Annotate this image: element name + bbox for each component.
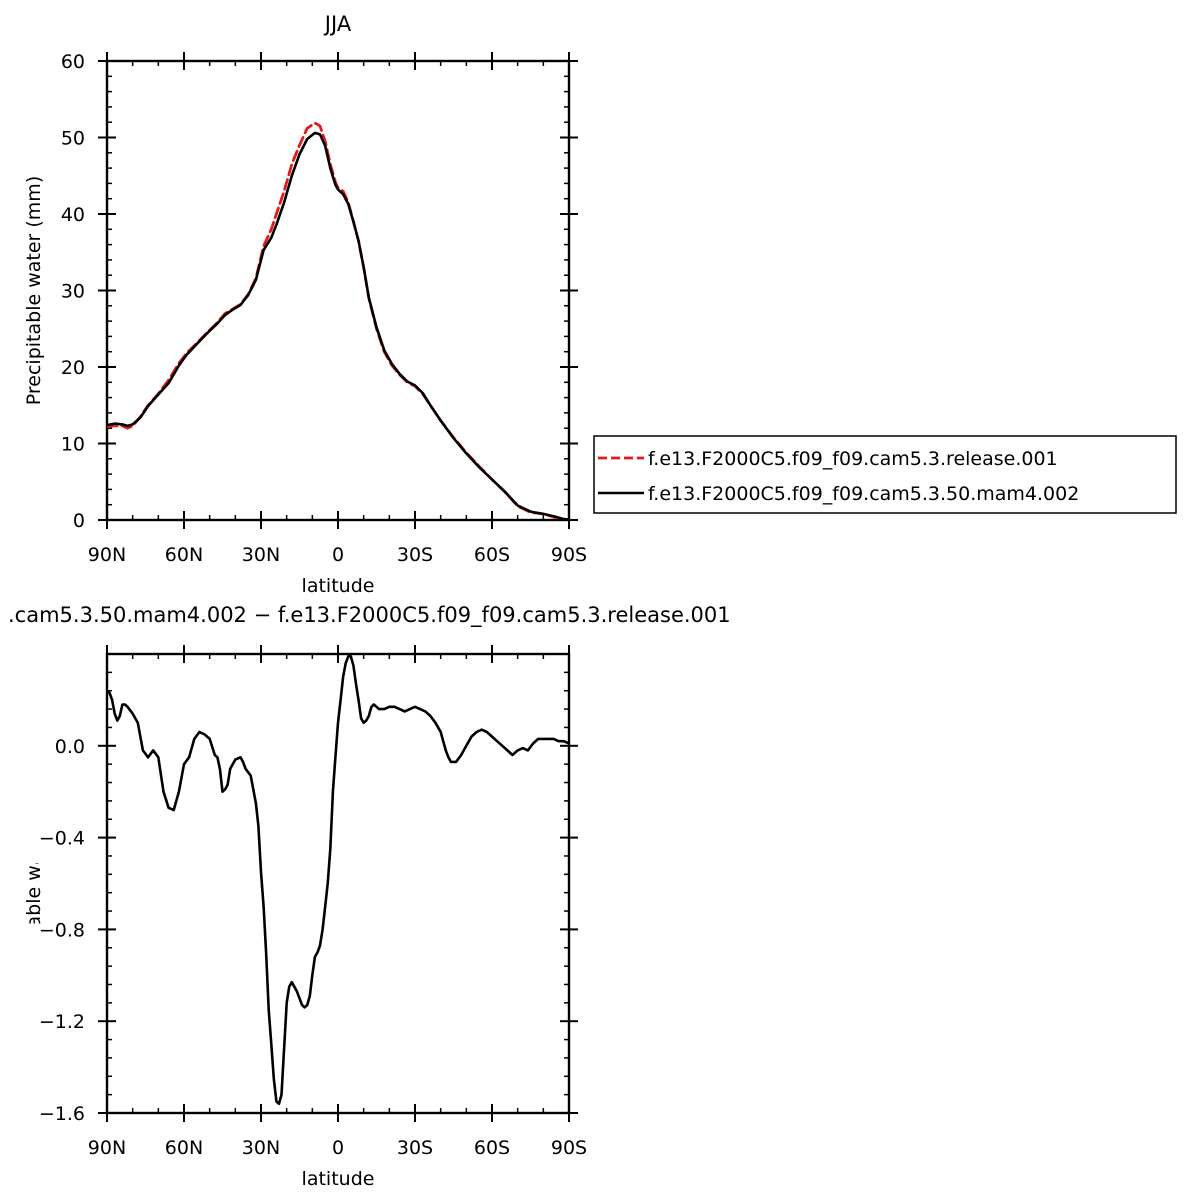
x-tick-label: 60N xyxy=(165,544,203,566)
y-tick-label: 0 xyxy=(73,510,85,532)
x-tick-label: 30N xyxy=(242,1137,280,1159)
y-tick-label: 10 xyxy=(61,434,85,456)
y-axis-label: Precipitable water (mm) xyxy=(23,769,45,998)
series-line-1 xyxy=(107,121,569,520)
series-line-1 xyxy=(107,655,569,1106)
legend-label-2: f.e13.F2000C5.f09_f09.cam5.3.50.mam4.002 xyxy=(648,483,1079,505)
y-tick-label: 0.0 xyxy=(55,736,85,758)
legend-box xyxy=(593,435,1177,514)
legend: f.e13.F2000C5.f09_f09.cam5.3.release.001… xyxy=(593,435,1177,514)
y-axis-label: Precipitable water (mm) xyxy=(23,176,45,405)
bottom-panel-difference: 90N 60N 30N 0 30S 60S 90S −1.6 −1.2 −0.8 −0.4 0.0 la… xyxy=(8,603,731,1190)
series-group xyxy=(107,655,569,1106)
x-tick-label: 60N xyxy=(165,1137,203,1159)
x-tick-label: 30N xyxy=(242,544,280,566)
legend-label-1: f.e13.F2000C5.f09_f09.cam5.3.release.001 xyxy=(648,448,1058,470)
chart-title: JJA xyxy=(323,12,352,36)
y-tick-label: 40 xyxy=(61,204,85,226)
x-tick-label: 30S xyxy=(397,544,433,566)
x-tick-label: 90S xyxy=(551,1137,587,1159)
y-tick-label: −0.4 xyxy=(39,828,85,850)
x-tick-label: 0 xyxy=(332,544,344,566)
chart-title: .cam5.3.50.mam4.002 − f.e13.F2000C5.f09_… xyxy=(8,603,731,628)
top-panel-precipitable-water: 90N 60N 30N 0 30S 60S 90S 0 10 20 30 40 50 60 latitude… xyxy=(23,12,1177,597)
y-tick-label: −1.2 xyxy=(39,1011,85,1033)
y-tick-label: 50 xyxy=(61,128,85,150)
y-tick-label: 20 xyxy=(61,357,85,379)
x-tick-label: 90N xyxy=(88,544,126,566)
x-axis-label: latitude xyxy=(302,1168,375,1190)
y-tick-label: 30 xyxy=(61,281,85,303)
x-tick-label: 0 xyxy=(332,1137,344,1159)
y-tick-label: 60 xyxy=(61,51,85,73)
x-tick-label: 30S xyxy=(397,1137,433,1159)
x-axis-label: latitude xyxy=(302,575,375,597)
x-tick-label: 60S xyxy=(474,544,510,566)
x-tick-label: 90S xyxy=(551,544,587,566)
series-group xyxy=(107,121,569,520)
x-tick-label: 90N xyxy=(88,1137,126,1159)
x-tick-label: 60S xyxy=(474,1137,510,1159)
series-line-2 xyxy=(107,131,569,520)
plot-frame xyxy=(105,59,571,522)
y-tick-label: −1.6 xyxy=(39,1103,85,1125)
y-tick-label: −0.8 xyxy=(39,919,85,941)
